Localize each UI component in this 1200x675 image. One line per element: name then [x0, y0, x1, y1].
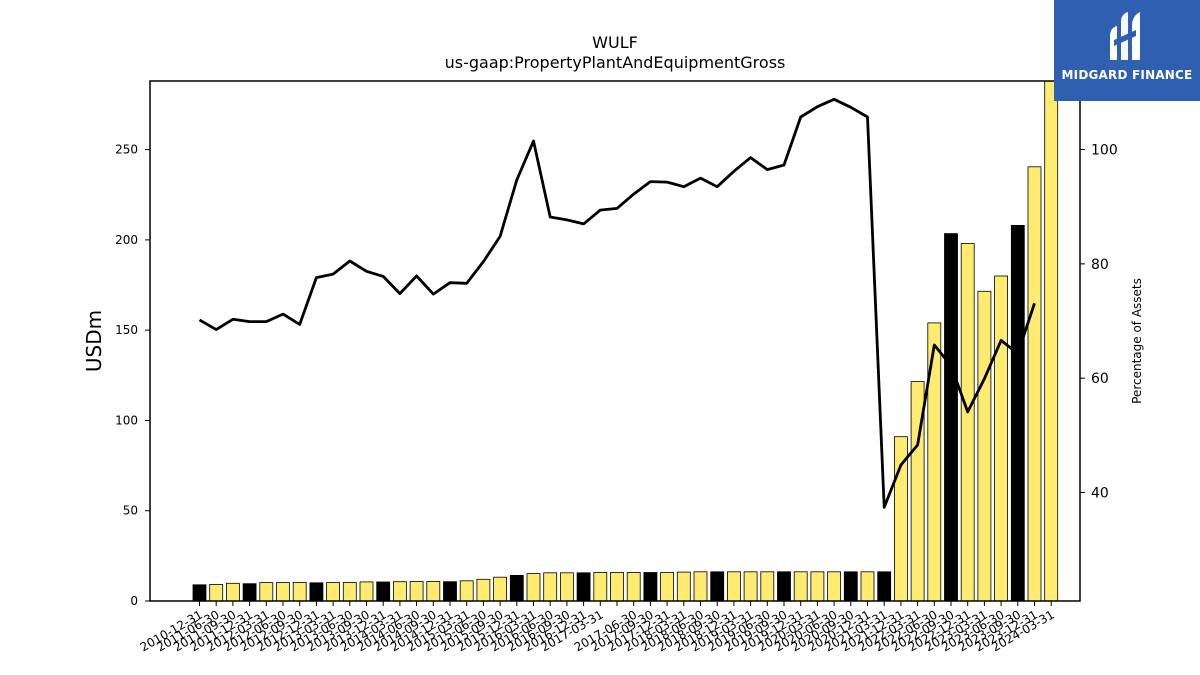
bar — [743, 571, 758, 602]
y-tick-label: 100 — [115, 413, 138, 427]
y2-tick-label: 60 — [1091, 371, 1109, 387]
bar — [409, 581, 424, 602]
bar — [877, 571, 892, 602]
y2-tick-label: 40 — [1091, 485, 1109, 501]
y-axis-label: USDm — [82, 310, 106, 372]
y-tick-label: 250 — [115, 143, 138, 157]
logo-text: MIDGARD FINANCE — [1061, 68, 1193, 82]
y-tick-label: 0 — [130, 594, 138, 608]
bar — [626, 572, 641, 602]
bar — [660, 572, 674, 602]
y-tick-label: 200 — [115, 233, 138, 247]
bar — [994, 275, 1008, 602]
bar — [309, 582, 324, 602]
y2-axis-label: Percentage of Assets — [1130, 278, 1144, 404]
bar — [509, 575, 524, 602]
bar — [359, 581, 374, 602]
y-tick-label: 50 — [123, 504, 138, 518]
bar — [643, 572, 658, 602]
bar — [960, 243, 975, 602]
bar — [276, 582, 290, 602]
bar — [259, 582, 274, 602]
chart-title: WULF — [592, 33, 638, 52]
bar — [209, 584, 224, 602]
x-axis-ticks: 2010-12-312011-06-302011-09-302011-12-31… — [138, 601, 1057, 654]
plot-frame — [149, 80, 1081, 602]
bar — [242, 583, 257, 602]
bar — [392, 581, 407, 602]
bar — [1027, 166, 1042, 602]
bar — [593, 572, 608, 602]
bar — [1010, 224, 1025, 602]
bar — [526, 573, 541, 602]
y2-tick-label: 100 — [1091, 143, 1118, 159]
bar — [710, 571, 725, 602]
bar — [977, 290, 992, 602]
y-tick-label: 150 — [115, 323, 138, 337]
bar — [342, 582, 357, 602]
bar — [693, 571, 708, 602]
bar — [192, 584, 207, 602]
bar — [944, 233, 958, 602]
bar — [727, 571, 741, 602]
y-axis-ticks: 0 50 100 150 200 250 — [115, 143, 150, 608]
bar — [860, 571, 875, 602]
bar — [292, 582, 307, 602]
bar — [793, 571, 808, 602]
bar — [610, 572, 624, 602]
bar — [543, 572, 558, 602]
percentage-line — [198, 97, 1036, 509]
bar — [576, 572, 591, 602]
bar — [676, 571, 691, 602]
logo-mark-icon — [1110, 12, 1140, 60]
bar — [225, 582, 240, 602]
bar — [493, 576, 508, 602]
bar — [810, 571, 825, 602]
bar — [560, 572, 574, 602]
chart-subtitle: us-gaap:PropertyPlantAndEquipmentGross — [445, 53, 786, 72]
bar — [760, 571, 775, 602]
bar-series — [192, 80, 1059, 602]
bar — [777, 571, 791, 602]
line-series — [198, 97, 1036, 509]
bar — [443, 581, 457, 602]
y2-tick-label: 80 — [1091, 257, 1109, 273]
bar — [459, 580, 474, 602]
bar — [1044, 80, 1059, 602]
bar — [843, 571, 858, 602]
bar — [827, 571, 841, 602]
brand-logo: MIDGARD FINANCE — [1054, 0, 1200, 101]
y2-axis-ticks: 40 60 80 100 — [1080, 143, 1118, 501]
bar — [326, 582, 341, 602]
bar — [476, 578, 491, 602]
bar — [376, 581, 391, 602]
bar — [426, 581, 441, 602]
